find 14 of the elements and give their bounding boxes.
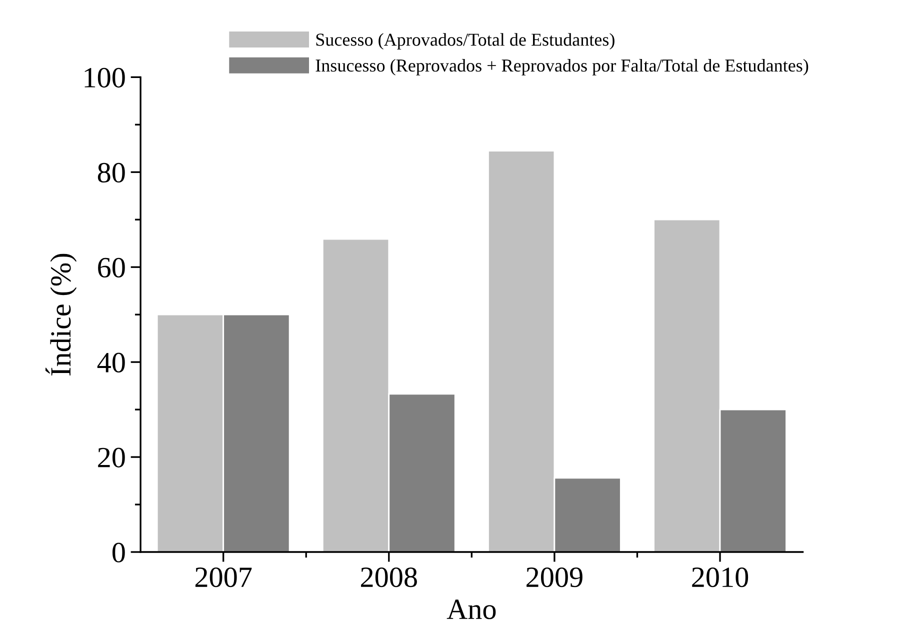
y-axis-title: Índice (%) [46, 254, 77, 376]
y-tick-label: 80 [98, 162, 125, 183]
x-tick-label: 2009 [526, 567, 582, 588]
legend-label: Insucesso (Reprovados + Reprovados por Falta/Total de Estudantes) [316, 58, 808, 76]
x-axis-title: Ano [446, 600, 496, 620]
x-tick-label: 2010 [692, 567, 748, 588]
y-tick-label: 40 [97, 352, 125, 372]
x-tick-label: 2008 [361, 567, 417, 588]
y-tick-label: 60 [98, 258, 125, 278]
legend-label: Sucesso (Aprovados/Total de Estudantes) [316, 33, 614, 50]
y-tick-label: 0 [112, 542, 125, 562]
x-tick-label: 2007 [195, 567, 252, 588]
y-tick-label: 20 [98, 448, 125, 468]
y-tick-label: 100 [84, 68, 125, 88]
